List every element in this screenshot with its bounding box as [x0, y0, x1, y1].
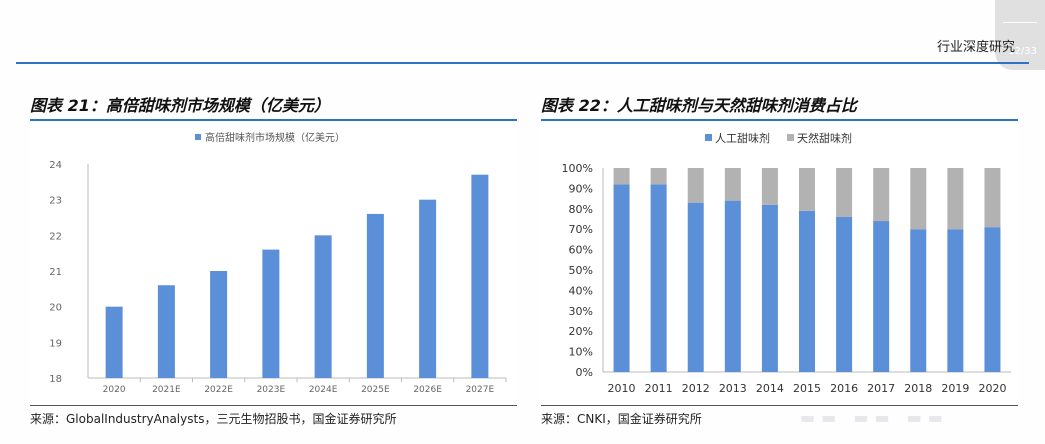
- legend-swatch: [195, 134, 201, 140]
- y-tick-label: 40%: [569, 284, 593, 297]
- x-tick-label: 2018: [904, 382, 932, 395]
- x-tick-label: 2020: [978, 382, 1006, 395]
- bar-natural: [650, 168, 667, 185]
- bar-artificial: [873, 221, 890, 372]
- bar-natural: [984, 168, 1001, 228]
- y-tick-label: 30%: [569, 305, 593, 318]
- x-tick-label: 2010: [608, 382, 636, 395]
- bar: [419, 199, 437, 378]
- right-source-rule: [541, 405, 1018, 406]
- bar-natural: [687, 168, 704, 203]
- y-tick-label: 90%: [569, 182, 593, 195]
- x-tick-label: 2011: [645, 382, 673, 395]
- bar-natural: [873, 168, 890, 222]
- legend-label: 高倍甜味剂市场规模（亿美元）: [205, 131, 345, 144]
- x-tick-label: 2022E: [204, 385, 233, 395]
- legend-swatch-artificial: [705, 134, 712, 141]
- bar-natural: [724, 168, 741, 201]
- bar-natural: [836, 168, 853, 217]
- x-tick-label: 2013: [719, 382, 747, 395]
- x-tick-label: 2017: [867, 382, 895, 395]
- y-tick-label: 0%: [576, 366, 593, 379]
- bar-artificial: [984, 227, 1001, 372]
- bar-artificial: [724, 200, 741, 372]
- x-tick-label: 2021E: [152, 385, 181, 395]
- bar-natural: [799, 168, 815, 211]
- y-tick-label: 19: [49, 338, 62, 349]
- bar-natural: [910, 168, 927, 230]
- page-number: 12/33: [1008, 46, 1037, 57]
- x-tick-label: 2023E: [257, 385, 286, 395]
- y-tick-label: 70%: [569, 223, 593, 236]
- watermark: ▬▬ ▬▬ ▬▬: [800, 408, 949, 427]
- bar: [366, 213, 384, 378]
- legend-label-natural: 天然甜味剂: [797, 131, 852, 145]
- left-chart-panel: 高倍甜味剂市场规模（亿美元） 18 19 20 21 22 23 24 2020 2021E 202…: [30, 122, 517, 404]
- bar: [314, 235, 332, 378]
- x-tick-label: 2015: [793, 382, 821, 395]
- bar-natural: [613, 168, 630, 185]
- page-indicator: 12/33: [995, 0, 1045, 70]
- y-tick-label: 20: [49, 303, 62, 314]
- y-tick-label: 100%: [562, 162, 593, 175]
- bar-artificial: [836, 216, 853, 372]
- bar-artificial: [947, 229, 964, 372]
- x-tick-label: 2014: [756, 382, 784, 395]
- y-tick-label: 10%: [569, 346, 593, 359]
- left-figure-label: 图表 21：: [30, 96, 106, 115]
- bar-natural: [761, 168, 778, 205]
- report-type-label: 行业深度研究: [936, 40, 1015, 55]
- market-size-bar-chart: 高倍甜味剂市场规模（亿美元） 18 19 20 21 22 23 24 2020 2021E 202…: [49, 131, 507, 395]
- left-figure-source: 来源：GlobalIndustryAnalysts，三元生物招股书，国金证券研究…: [30, 412, 397, 426]
- header-rule: [16, 62, 1029, 64]
- y-tick-label: 18: [49, 374, 62, 385]
- legend-label-artificial: 人工甜味剂: [715, 131, 770, 145]
- bar: [262, 249, 280, 378]
- bar-artificial: [613, 184, 630, 372]
- x-tick-label: 2016: [830, 382, 858, 395]
- bar-artificial: [687, 202, 704, 372]
- left-figure-title: 图表 21：高倍甜味剂市场规模（亿美元）: [30, 92, 330, 116]
- x-tick-label: 2019: [941, 382, 969, 395]
- left-source-rule: [30, 405, 517, 406]
- x-tick-label: 2027E: [466, 385, 495, 395]
- y-tick-label: 24: [49, 160, 62, 171]
- right-figure-title: 图表 22：人工甜味剂与天然甜味剂消费占比: [541, 92, 857, 116]
- right-figure-label: 图表 22：: [541, 96, 617, 115]
- y-tick-label: 23: [49, 196, 62, 207]
- bar-artificial: [650, 184, 667, 372]
- left-figure-rule: [30, 119, 517, 121]
- right-chart-panel: 人工甜味剂 天然甜味剂 0% 10% 20% 30% 40% 50% 60% 70% 80% 90% 1…: [541, 122, 1018, 404]
- bar: [210, 271, 228, 378]
- page-indicator-bar: [1003, 22, 1037, 23]
- legend-swatch-natural: [787, 134, 794, 141]
- right-figure-title-text: 人工甜味剂与天然甜味剂消费占比: [616, 96, 857, 115]
- bar: [471, 174, 489, 378]
- x-tick-label: 2012: [682, 382, 710, 395]
- bar: [105, 306, 123, 378]
- bar-artificial: [799, 210, 815, 372]
- y-tick-label: 22: [49, 231, 62, 242]
- x-tick-label: 2024E: [309, 385, 338, 395]
- bar: [157, 285, 175, 378]
- y-tick-label: 21: [49, 267, 62, 278]
- sweetener-share-stacked-chart: 人工甜味剂 天然甜味剂 0% 10% 20% 30% 40% 50% 60% 70% 80% 90% 1…: [562, 131, 1011, 395]
- x-tick-label: 2026E: [413, 385, 442, 395]
- bar-natural: [947, 168, 964, 230]
- y-tick-label: 20%: [569, 325, 593, 338]
- x-tick-label: 2020: [103, 385, 126, 395]
- bar-artificial: [761, 204, 778, 372]
- bar-artificial: [910, 229, 927, 372]
- y-tick-label: 80%: [569, 203, 593, 216]
- y-tick-label: 60%: [569, 244, 593, 257]
- right-figure-rule: [541, 119, 1018, 121]
- left-figure-title-text: 高倍甜味剂市场规模（亿美元）: [105, 96, 330, 115]
- right-figure-source: 来源：CNKI，国金证券研究所: [541, 412, 702, 426]
- y-tick-label: 50%: [569, 264, 593, 277]
- x-tick-label: 2025E: [361, 385, 390, 395]
